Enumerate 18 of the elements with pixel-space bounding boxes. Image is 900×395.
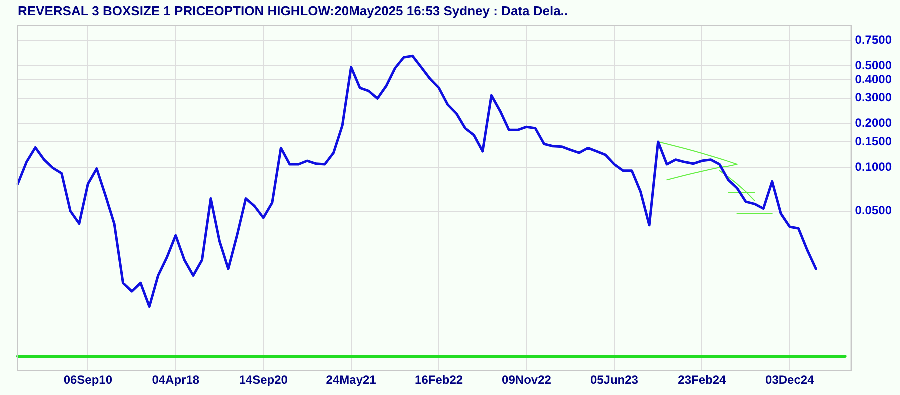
x-tick-label: 14Sep20 xyxy=(239,373,288,388)
x-tick-label: 16Feb22 xyxy=(415,373,464,388)
x-tick-label: 04Apr18 xyxy=(152,373,200,388)
y-tick-label: 0.1000 xyxy=(855,160,892,174)
y-tick-label: 0.4000 xyxy=(855,72,892,86)
y-tick-label: 0.3000 xyxy=(855,90,892,105)
x-tick-label: 09Nov22 xyxy=(502,373,552,388)
x-tick-label: 24May21 xyxy=(326,373,377,388)
x-tick-label: 05Jun23 xyxy=(590,373,639,388)
chart-title: REVERSAL 3 BOXSIZE 1 PRICEOPTION HIGHLOW:20May2025 16:53 Sydney : Data Dela.. xyxy=(18,3,568,18)
y-tick-label: 0.5000 xyxy=(855,58,892,72)
x-tick-label: 03Dec24 xyxy=(766,373,815,388)
y-tick-label: 0.7500 xyxy=(855,32,892,47)
x-tick-label: 06Sep10 xyxy=(64,373,113,388)
y-tick-label: 0.1500 xyxy=(855,134,892,148)
x-tick-label: 23Feb24 xyxy=(678,373,727,388)
y-tick-label: 0.0500 xyxy=(855,204,892,218)
y-tick-label: 0.2000 xyxy=(855,116,892,130)
